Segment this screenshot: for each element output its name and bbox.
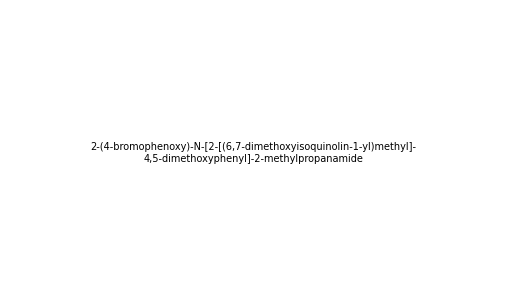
Text: 2-(4-bromophenoxy)-N-[2-[(6,7-dimethoxyisoquinolin-1-yl)methyl]-
4,5-dimethoxyph: 2-(4-bromophenoxy)-N-[2-[(6,7-dimethoxyi… [91, 142, 416, 164]
